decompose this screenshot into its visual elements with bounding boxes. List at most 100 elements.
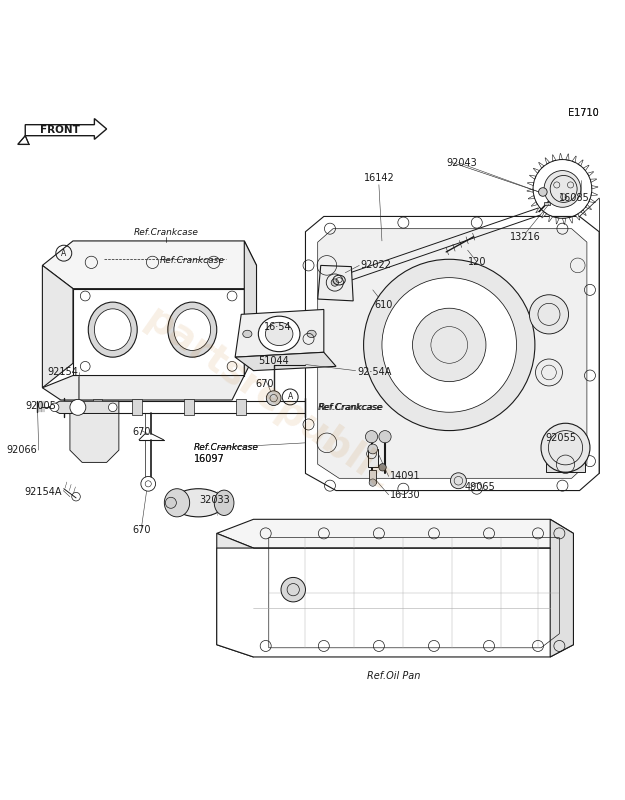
Circle shape xyxy=(379,464,386,471)
Bar xyxy=(544,202,550,206)
Text: 670: 670 xyxy=(132,525,151,534)
Text: 51044: 51044 xyxy=(258,356,289,366)
Text: E1710: E1710 xyxy=(568,107,599,118)
Bar xyxy=(546,457,585,472)
Polygon shape xyxy=(42,266,73,388)
Text: 16085: 16085 xyxy=(559,193,590,203)
Text: 92154: 92154 xyxy=(47,367,78,378)
Text: 92043: 92043 xyxy=(446,158,477,168)
Ellipse shape xyxy=(242,330,252,338)
Text: A: A xyxy=(288,393,292,402)
Polygon shape xyxy=(42,375,244,400)
Polygon shape xyxy=(306,217,599,490)
Text: Ref.Crankcase: Ref.Crankcase xyxy=(134,228,198,237)
Ellipse shape xyxy=(173,489,224,517)
Polygon shape xyxy=(575,214,580,220)
Polygon shape xyxy=(235,352,336,370)
Text: Ref.Crankcase: Ref.Crankcase xyxy=(194,443,259,452)
Polygon shape xyxy=(572,156,576,162)
Polygon shape xyxy=(536,207,542,213)
Circle shape xyxy=(369,479,376,486)
Text: A: A xyxy=(61,249,66,258)
Ellipse shape xyxy=(168,302,217,357)
Text: 16097: 16097 xyxy=(194,454,225,464)
Polygon shape xyxy=(531,202,538,206)
Polygon shape xyxy=(589,198,595,202)
Polygon shape xyxy=(552,154,556,162)
Polygon shape xyxy=(569,217,572,223)
Bar xyxy=(368,449,378,467)
Polygon shape xyxy=(217,519,574,548)
Text: Ref.Oil Pan: Ref.Oil Pan xyxy=(368,671,421,682)
Circle shape xyxy=(281,578,306,602)
Bar xyxy=(541,190,549,194)
Text: 32033: 32033 xyxy=(199,495,230,506)
Circle shape xyxy=(379,430,391,443)
Polygon shape xyxy=(42,241,256,289)
Text: E1710: E1710 xyxy=(568,107,599,118)
Text: 92154A: 92154A xyxy=(24,486,62,497)
Circle shape xyxy=(541,423,590,472)
Circle shape xyxy=(70,399,86,415)
Polygon shape xyxy=(583,165,589,170)
Polygon shape xyxy=(578,160,583,166)
Ellipse shape xyxy=(214,490,234,515)
Polygon shape xyxy=(235,310,324,357)
Text: 120: 120 xyxy=(468,258,486,267)
Circle shape xyxy=(141,477,156,491)
Polygon shape xyxy=(542,212,547,218)
Circle shape xyxy=(539,188,547,196)
Text: 92055: 92055 xyxy=(545,433,576,443)
Polygon shape xyxy=(562,218,566,224)
Circle shape xyxy=(166,498,176,508)
Polygon shape xyxy=(539,162,544,168)
Polygon shape xyxy=(528,182,534,186)
Polygon shape xyxy=(528,195,535,199)
Text: 610: 610 xyxy=(374,300,393,310)
Text: 14091: 14091 xyxy=(390,471,421,482)
Ellipse shape xyxy=(307,330,316,338)
Circle shape xyxy=(451,473,466,489)
Polygon shape xyxy=(527,189,533,192)
Text: 16142: 16142 xyxy=(364,173,394,183)
Polygon shape xyxy=(590,179,597,182)
Circle shape xyxy=(382,278,516,412)
Ellipse shape xyxy=(258,316,300,352)
Circle shape xyxy=(368,444,378,454)
Polygon shape xyxy=(73,289,244,375)
Polygon shape xyxy=(545,158,550,164)
Polygon shape xyxy=(217,534,254,657)
Text: 16·54: 16·54 xyxy=(264,322,292,332)
Polygon shape xyxy=(70,414,119,462)
Bar xyxy=(369,470,376,482)
Text: 16097: 16097 xyxy=(194,454,225,464)
Circle shape xyxy=(366,430,378,443)
Polygon shape xyxy=(549,215,552,222)
Ellipse shape xyxy=(164,489,189,517)
Text: 13216: 13216 xyxy=(511,232,541,242)
Text: Ref.Crankcase: Ref.Crankcase xyxy=(318,403,382,412)
Circle shape xyxy=(544,170,581,207)
Bar xyxy=(184,399,194,415)
Text: FRONT: FRONT xyxy=(39,125,79,134)
Circle shape xyxy=(266,391,281,406)
Polygon shape xyxy=(586,205,591,210)
Ellipse shape xyxy=(174,309,211,350)
Polygon shape xyxy=(592,186,598,189)
Circle shape xyxy=(412,308,486,382)
Circle shape xyxy=(51,403,59,412)
Polygon shape xyxy=(25,118,107,139)
Ellipse shape xyxy=(94,309,131,350)
Circle shape xyxy=(529,294,569,334)
Text: 92022: 92022 xyxy=(361,261,391,270)
Polygon shape xyxy=(556,218,559,224)
Polygon shape xyxy=(591,192,598,195)
Circle shape xyxy=(536,359,562,386)
Polygon shape xyxy=(49,402,119,414)
Text: 670: 670 xyxy=(255,378,274,389)
Polygon shape xyxy=(529,175,536,179)
Text: Ref.Crankcase: Ref.Crankcase xyxy=(194,443,259,452)
Polygon shape xyxy=(533,168,539,174)
Polygon shape xyxy=(559,154,562,160)
Bar xyxy=(92,399,103,415)
